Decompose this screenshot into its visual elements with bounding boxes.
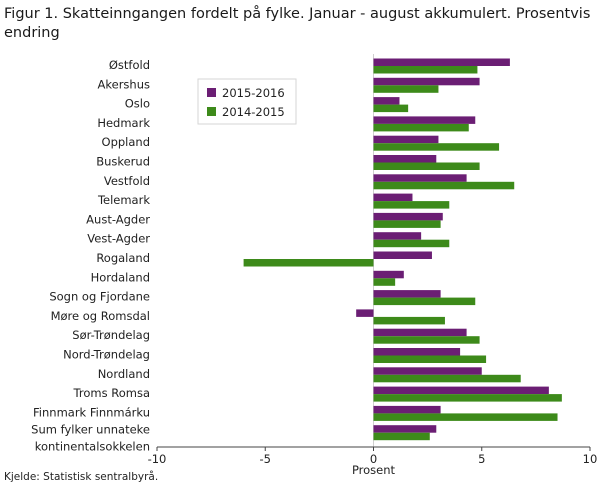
bar-series-2 xyxy=(373,181,515,190)
legend-label: 2015-2016 xyxy=(222,86,285,100)
category-label: Buskerud xyxy=(96,155,150,169)
bar-series-1 xyxy=(373,135,439,144)
category-label: Sør-Trøndelag xyxy=(72,328,150,342)
bar-series-2 xyxy=(373,201,450,209)
category-label: Sogn og Fjordane xyxy=(49,290,150,304)
bar-series-2 xyxy=(373,162,480,170)
bar-series-2 xyxy=(373,104,409,113)
bar-series-1 xyxy=(373,348,461,356)
bar-series-1 xyxy=(373,270,404,279)
bar-series-2 xyxy=(243,259,374,267)
x-axis-label: Prosent xyxy=(352,463,396,477)
bar-series-2 xyxy=(373,143,500,151)
bar-series-2 xyxy=(373,85,439,93)
bar-series-2 xyxy=(373,374,521,383)
x-tick-label: 0 xyxy=(370,452,377,466)
bar-series-1 xyxy=(373,367,482,375)
category-label-continued: kontinentalsokkelen xyxy=(35,440,150,454)
bar-series-1 xyxy=(373,251,432,259)
bar-series-2 xyxy=(373,278,396,286)
category-label: Hordaland xyxy=(91,270,150,284)
bar-series-1 xyxy=(373,425,437,433)
category-label: Troms Romsa xyxy=(73,386,150,400)
bar-series-1 xyxy=(373,212,443,221)
legend-label: 2014-2015 xyxy=(222,105,285,119)
category-label: Sum fylker unnateke xyxy=(31,423,150,437)
bar-series-2 xyxy=(373,123,469,132)
bar-series-2 xyxy=(373,355,487,363)
figure-title: Figur 1. Skatteinngangen fordelt på fylk… xyxy=(4,6,591,41)
bar-series-2 xyxy=(373,66,478,74)
bar-series-1 xyxy=(373,155,437,163)
category-label: Nordland xyxy=(98,367,150,381)
category-label: Finnmark Finnmárku xyxy=(33,405,150,419)
bar-series-1 xyxy=(373,77,480,86)
bar-series-1 xyxy=(373,290,441,298)
category-label: Hedmark xyxy=(97,116,150,130)
category-label: Østfold xyxy=(109,58,150,72)
category-label: Vest-Agder xyxy=(87,232,150,246)
category-label: Nord-Trøndelag xyxy=(63,348,150,362)
bar-series-2 xyxy=(373,239,450,248)
category-label: Oppland xyxy=(102,135,150,149)
bar-series-2 xyxy=(373,316,445,325)
bar-series-1 xyxy=(373,116,476,124)
bar-series-1 xyxy=(373,232,422,240)
bar-series-1 xyxy=(373,193,413,202)
category-label: Aust-Agder xyxy=(86,212,150,226)
bar-series-2 xyxy=(373,336,480,344)
bar-series-1 xyxy=(373,97,400,105)
bar-series-1 xyxy=(373,174,467,182)
category-label: Vestfold xyxy=(104,174,150,188)
bar-series-1 xyxy=(373,328,467,337)
bar-series-1 xyxy=(373,58,510,66)
bar-series-2 xyxy=(373,432,430,441)
category-label: Telemark xyxy=(97,193,150,207)
x-tick-label: 10 xyxy=(583,452,598,466)
legend-swatch xyxy=(207,88,216,97)
bar-series-1 xyxy=(356,309,374,317)
source-note: Kjelde: Statistisk sentralbyrå. xyxy=(4,471,159,483)
bar-series-2 xyxy=(373,297,476,306)
bar-series-1 xyxy=(373,405,441,414)
x-tick-label: 5 xyxy=(478,452,485,466)
category-label: Rogaland xyxy=(96,251,150,265)
legend-box xyxy=(197,78,297,125)
bar-series-1 xyxy=(373,386,549,395)
x-tick-label: -5 xyxy=(260,452,271,466)
category-label: Akershus xyxy=(98,77,150,91)
bar-series-2 xyxy=(373,220,441,228)
legend-swatch xyxy=(207,107,216,116)
bar-series-2 xyxy=(373,413,558,421)
category-label: Oslo xyxy=(125,97,150,111)
category-label: Møre og Romsdal xyxy=(51,309,150,323)
bar-series-2 xyxy=(373,394,562,402)
x-tick-label: -10 xyxy=(148,452,167,466)
